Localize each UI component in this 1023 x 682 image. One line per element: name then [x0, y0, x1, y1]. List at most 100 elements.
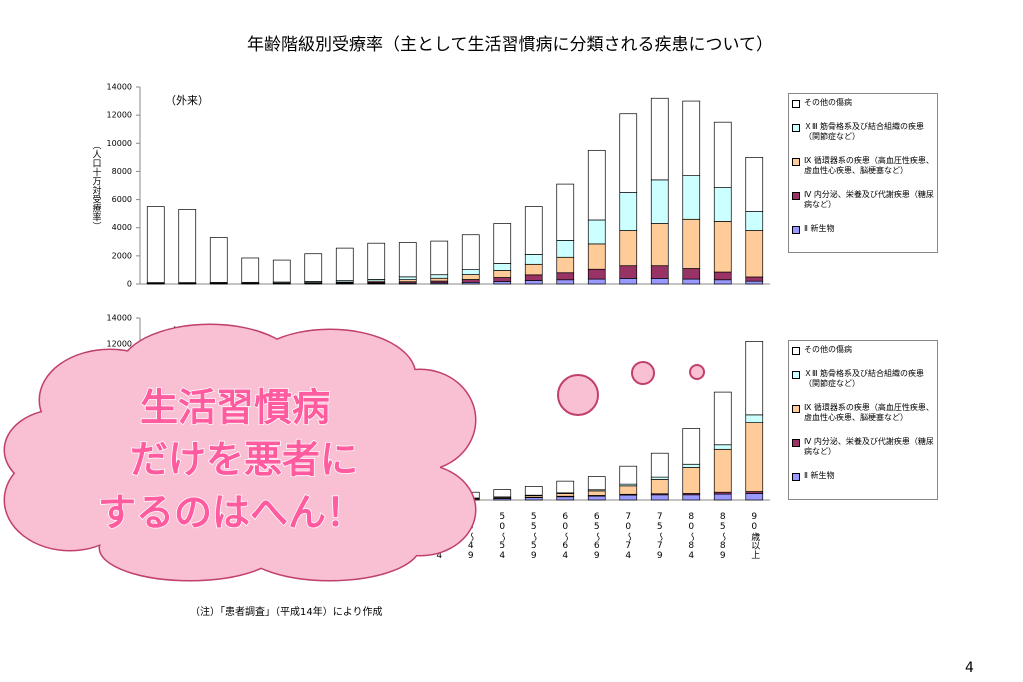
- chart-label: （外来）: [165, 94, 209, 107]
- y-tick-label: 10000: [107, 139, 132, 148]
- bar-segment: [587, 219, 606, 245]
- bar-segment: [493, 223, 512, 264]
- bar-segment: [493, 281, 512, 285]
- legend-label: Ⅱ 新生物: [804, 471, 835, 480]
- legend-label: Ⅱ 新生物: [804, 224, 835, 233]
- bar-segment: [524, 486, 543, 496]
- bar-segment: [178, 209, 197, 283]
- bar-segment: [650, 97, 669, 181]
- x-tick-label: 60～64: [560, 512, 570, 561]
- bar-segment: [524, 206, 543, 255]
- bar-segment: [682, 100, 701, 177]
- bar-segment: [619, 113, 638, 193]
- bar-segment: [493, 270, 512, 278]
- bar-segment: [556, 496, 575, 501]
- bar-segment: [745, 414, 764, 424]
- callout-text: だけを悪者に: [130, 438, 358, 482]
- bar-segment: [304, 253, 323, 282]
- note: （注）「患者調査」（平成14年）により作成: [190, 605, 383, 618]
- bar-segment: [650, 479, 669, 495]
- bar-segment: [524, 254, 543, 265]
- x-tick-label: 50～54: [497, 512, 507, 561]
- bar-segment: [745, 230, 764, 278]
- x-tick-label: 65～69: [592, 512, 602, 561]
- bar-segment: [524, 274, 543, 281]
- bar-segment: [745, 422, 764, 492]
- bar-segment: [556, 256, 575, 274]
- y-tick-label: 12000: [107, 340, 132, 349]
- y-tick-label: 6000: [112, 195, 132, 204]
- y-tick-label: 8000: [112, 167, 132, 176]
- legend-label: その他の傷病: [804, 98, 852, 107]
- bar-segment: [682, 494, 701, 501]
- bar-segment: [587, 490, 606, 496]
- bar-segment: [682, 428, 701, 465]
- callout-text: 生活習慣病: [140, 386, 330, 430]
- bar-segment: [587, 476, 606, 491]
- bar-segment: [587, 243, 606, 270]
- x-tick-label: 75～79: [655, 512, 665, 561]
- legend-item: その他の傷病: [792, 345, 934, 355]
- bar-segment: [713, 391, 732, 446]
- bar-segment: [713, 221, 732, 273]
- bar-segment: [682, 463, 701, 468]
- legend-item: ＸⅢ 筋骨格系及び結合組織の疾患（関節症など）: [792, 122, 934, 142]
- legend-swatch: [792, 371, 800, 379]
- bar-segment: [493, 489, 512, 498]
- legend: その他の傷病 ＸⅢ 筋骨格系及び結合組織の疾患（関節症など） Ⅸ 循環器系の疾患（高…: [788, 340, 938, 500]
- x-tick-label: 55～59: [529, 512, 539, 561]
- bar-segment: [650, 179, 669, 224]
- bar-segment: [556, 272, 575, 281]
- bar-segment: [713, 493, 732, 501]
- bar-segment: [335, 247, 354, 281]
- callout-text: するのはへん！: [98, 491, 364, 535]
- bar-segment: [430, 277, 449, 282]
- y-tick-label: 2000: [112, 251, 132, 260]
- legend-swatch: [792, 473, 800, 481]
- bar-segment: [272, 259, 291, 283]
- legend: その他の傷病 ＸⅢ 筋骨格系及び結合組織の疾患（関節症など） Ⅸ 循環器系の疾患（高…: [788, 93, 938, 253]
- bar-segment: [650, 223, 669, 267]
- bar-segment: [713, 444, 732, 450]
- legend-item: Ⅸ 循環器系の疾患（高血圧性疾患、虚血性心疾患、脳梗塞など）: [792, 403, 934, 423]
- bar-segment: [745, 280, 764, 285]
- bar-segment: [524, 497, 543, 501]
- legend-label: ＸⅢ 筋骨格系及び結合組織の疾患（関節症など）: [804, 369, 925, 388]
- bar-segment: [556, 480, 575, 494]
- bar-segment: [619, 278, 638, 285]
- x-tick-label: 70～74: [623, 512, 633, 561]
- bar-segment: [619, 265, 638, 279]
- bar-segment: [619, 230, 638, 267]
- bar-segment: [209, 237, 228, 283]
- legend-label: その他の傷病: [804, 345, 852, 354]
- bar-segment: [682, 278, 701, 285]
- bar-segment: [682, 467, 701, 494]
- bar-segment: [398, 242, 417, 278]
- bar-segment: [146, 206, 165, 283]
- x-tick-label: 85～89: [718, 512, 728, 561]
- bar-segment: [682, 175, 701, 220]
- legend-swatch: [792, 158, 800, 166]
- legend-swatch: [792, 100, 800, 108]
- legend-label: ＸⅢ 筋骨格系及び結合組織の疾患（関節症など）: [804, 122, 925, 141]
- legend-label: Ⅸ 循環器系の疾患（高血圧性疾患、虚血性心疾患、脳梗塞など）: [804, 156, 934, 175]
- page-number: 4: [965, 660, 974, 676]
- bar-segment: [713, 279, 732, 285]
- bar-segment: [461, 279, 480, 283]
- bar-segment: [713, 271, 732, 281]
- bar-segment: [556, 493, 575, 497]
- bar-segment: [619, 494, 638, 501]
- bar-segment: [556, 279, 575, 285]
- bar-segment: [745, 276, 764, 282]
- bar-segment: [650, 476, 669, 480]
- bar-segment: [650, 452, 669, 478]
- bar-segment: [587, 495, 606, 501]
- legend-item: その他の傷病: [792, 98, 934, 108]
- bar-segment: [367, 242, 386, 280]
- bar-segment: [461, 269, 480, 275]
- bar-segment: [713, 448, 732, 493]
- legend-item: Ⅸ 循環器系の疾患（高血圧性疾患、虚血性心疾患、脳梗塞など）: [792, 156, 934, 176]
- legend-swatch: [792, 347, 800, 355]
